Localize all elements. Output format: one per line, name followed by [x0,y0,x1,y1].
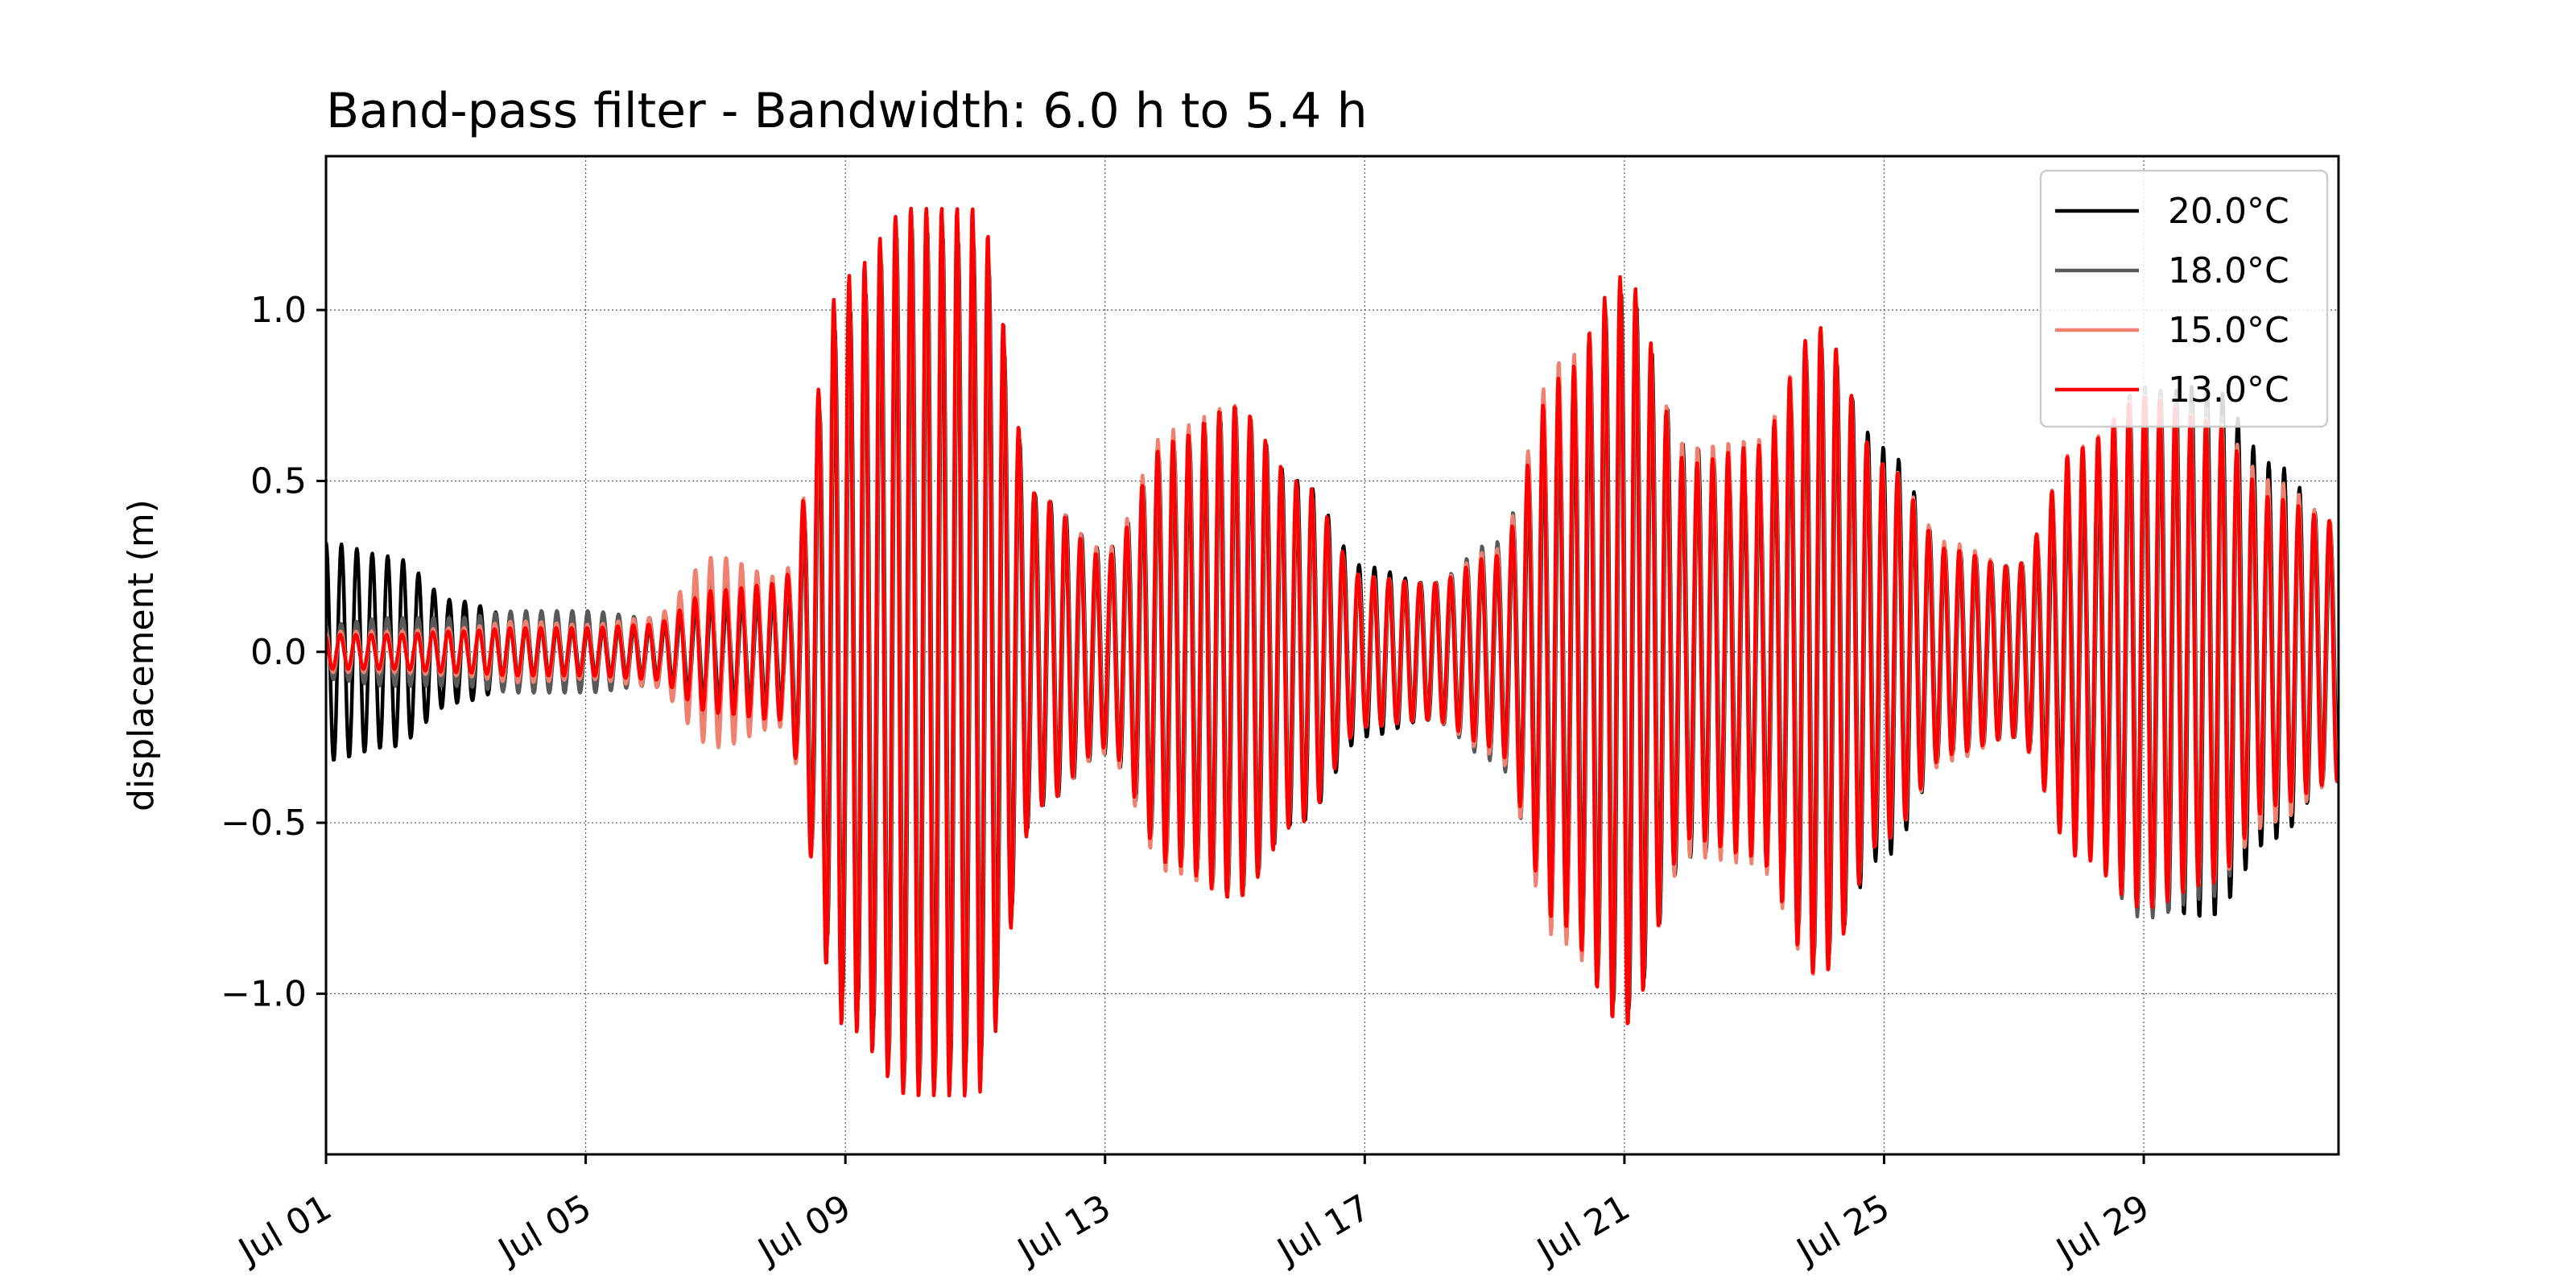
y-axis-label: displacement (m) [121,499,162,811]
legend-label: 15.0°C [2168,310,2289,351]
series-lines [326,206,2339,1098]
x-tick-label: Jul 09 [749,1187,858,1273]
x-tick-label: Jul 13 [1009,1187,1118,1273]
legend: 20.0°C 18.0°C 15.0°C 13.0°C [2039,169,2329,428]
y-tick-label: −1.0 [221,973,307,1014]
y-tick-label: 0.5 [250,460,307,502]
legend-label: 13.0°C [2168,369,2289,411]
chart-title: Band-pass filter - Bandwidth: 6.0 h to 5… [326,83,1368,139]
x-tick-label: Jul 29 [2048,1187,2157,1273]
legend-label: 18.0°C [2168,250,2289,291]
y-axis: −1.0 −0.5 0.0 0.5 1.0 [221,290,326,1014]
series-line [326,206,2339,1098]
legend-label: 20.0°C [2168,191,2289,232]
y-tick-label: 1.0 [250,290,307,331]
y-tick-label: −0.5 [221,803,307,844]
y-tick-label: 0.0 [250,632,307,673]
legend-box [2039,169,2329,428]
x-tick-label: Jul 17 [1269,1187,1377,1273]
x-axis: Jul 01 Jul 05 Jul 09 Jul 13 Jul 17 Jul 21 Jul … [230,1154,2157,1274]
x-tick-label: Jul 05 [489,1187,598,1273]
x-tick-label: Jul 25 [1788,1187,1897,1273]
x-tick-label: Jul 21 [1529,1187,1637,1273]
plot-frame [324,155,2340,1156]
x-tick-label: Jul 01 [230,1187,339,1273]
